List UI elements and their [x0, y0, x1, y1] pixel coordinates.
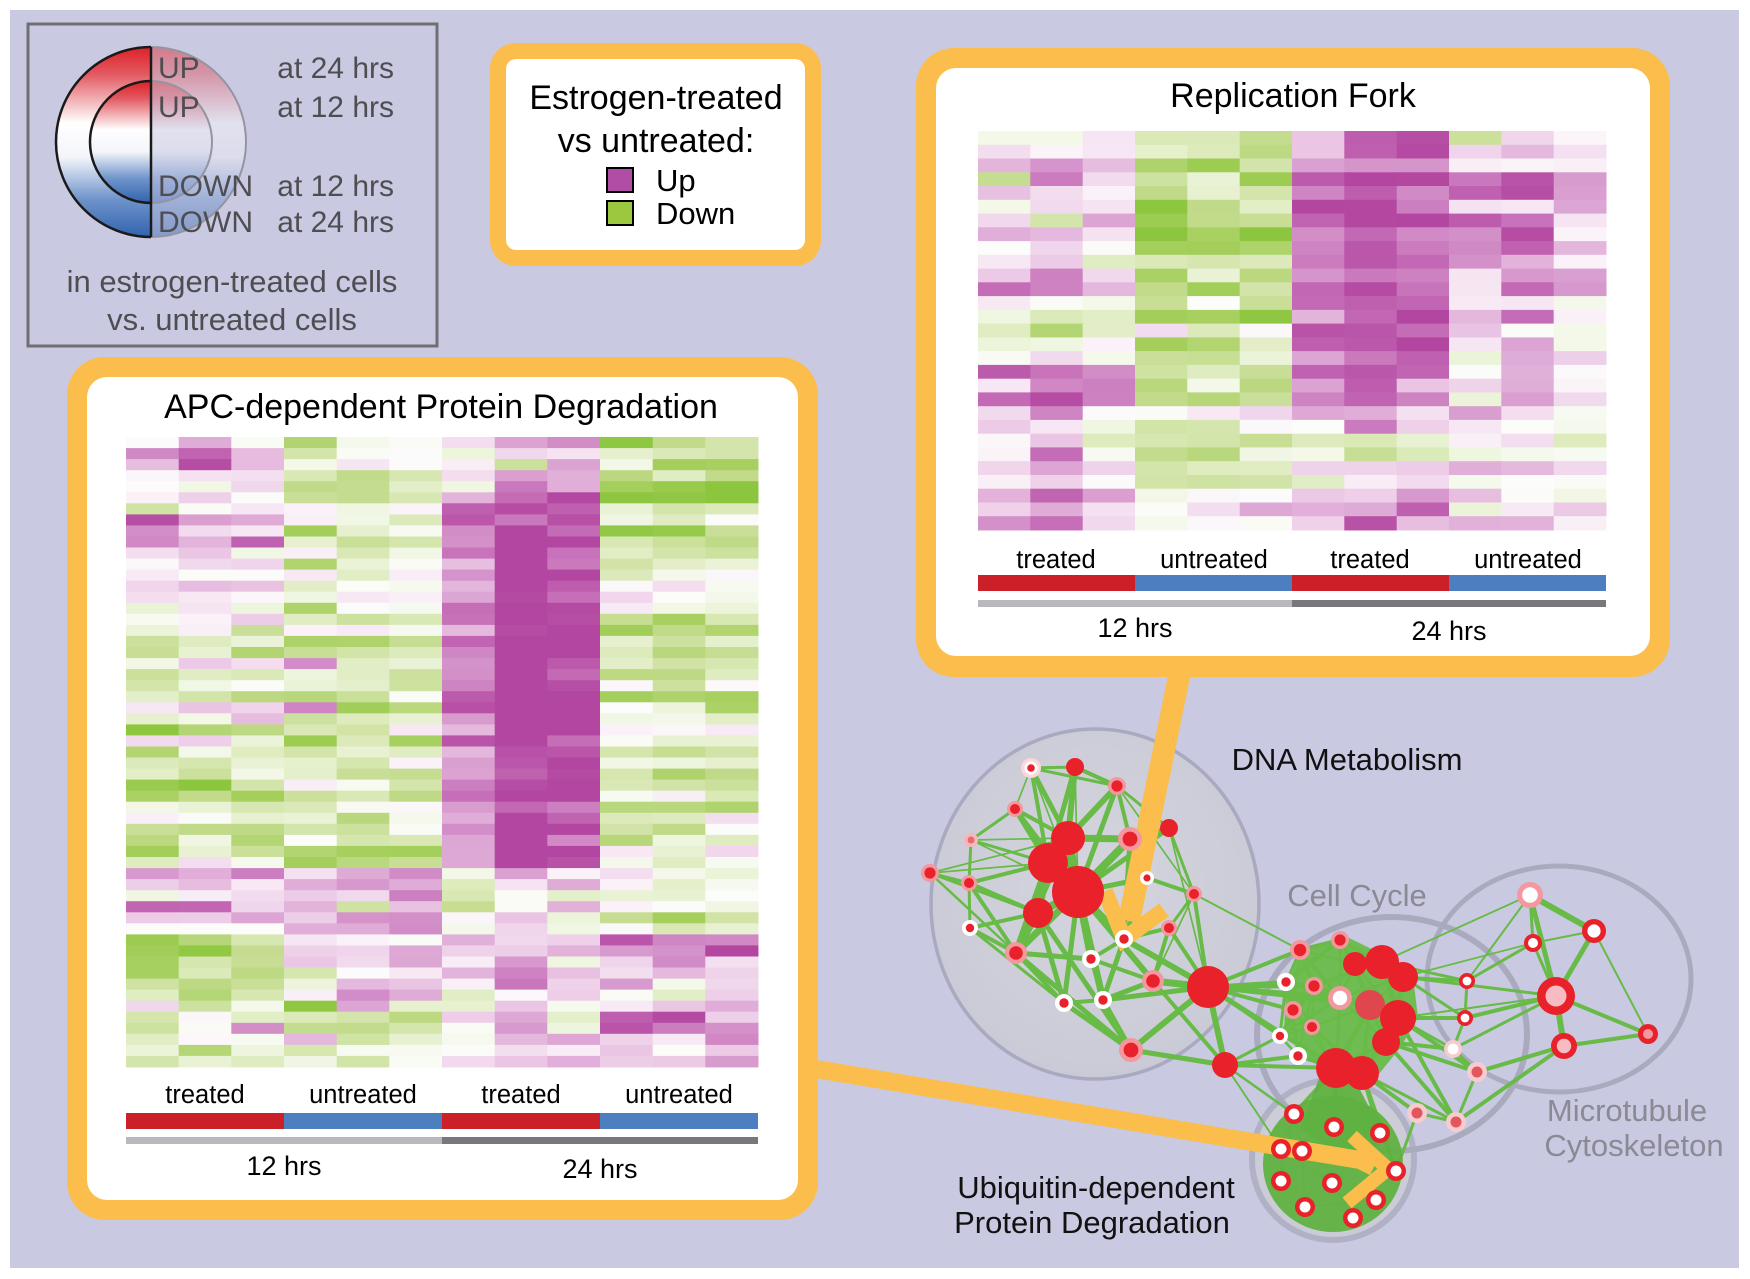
svg-text:Microtubule: Microtubule: [1547, 1093, 1707, 1128]
svg-text:DNA Metabolism: DNA Metabolism: [1232, 742, 1463, 777]
svg-text:Replication Fork: Replication Fork: [1170, 77, 1417, 115]
svg-text:12 hrs: 12 hrs: [1097, 613, 1172, 643]
svg-text:treated: treated: [165, 1081, 244, 1109]
svg-text:Ubiquitin-dependent: Ubiquitin-dependent: [957, 1170, 1235, 1205]
svg-text:treated: treated: [1330, 546, 1409, 574]
svg-text:treated: treated: [1016, 546, 1095, 574]
svg-text:untreated: untreated: [1160, 546, 1268, 574]
svg-text:12 hrs: 12 hrs: [246, 1151, 321, 1181]
svg-text:untreated: untreated: [1474, 546, 1582, 574]
svg-text:DOWN: DOWN: [158, 206, 253, 239]
svg-text:UP: UP: [158, 91, 200, 124]
svg-text:vs. untreated cells: vs. untreated cells: [107, 302, 357, 337]
svg-text:Cell Cycle: Cell Cycle: [1287, 878, 1427, 913]
svg-text:treated: treated: [481, 1081, 560, 1109]
svg-text:Down: Down: [656, 196, 735, 231]
svg-text:Up: Up: [656, 163, 696, 198]
svg-text:Estrogen-treated: Estrogen-treated: [529, 79, 782, 117]
svg-text:untreated: untreated: [309, 1081, 417, 1109]
svg-text:DOWN: DOWN: [158, 170, 253, 203]
svg-text:untreated: untreated: [625, 1081, 733, 1109]
svg-text:24 hrs: 24 hrs: [562, 1154, 637, 1184]
svg-text:UP: UP: [158, 52, 200, 85]
svg-text:at 12 hrs: at 12 hrs: [277, 91, 394, 124]
svg-text:in estrogen-treated cells: in estrogen-treated cells: [67, 264, 398, 299]
svg-text:APC-dependent Protein Degradat: APC-dependent Protein Degradation: [164, 388, 718, 426]
svg-text:Cytoskeleton: Cytoskeleton: [1544, 1128, 1723, 1163]
svg-text:at 24 hrs: at 24 hrs: [277, 206, 394, 239]
svg-text:Protein Degradation: Protein Degradation: [954, 1205, 1230, 1240]
svg-text:24 hrs: 24 hrs: [1411, 616, 1486, 646]
svg-text:vs untreated:: vs untreated:: [558, 122, 755, 160]
svg-text:at 12 hrs: at 12 hrs: [277, 170, 394, 203]
svg-text:at 24 hrs: at 24 hrs: [277, 52, 394, 85]
